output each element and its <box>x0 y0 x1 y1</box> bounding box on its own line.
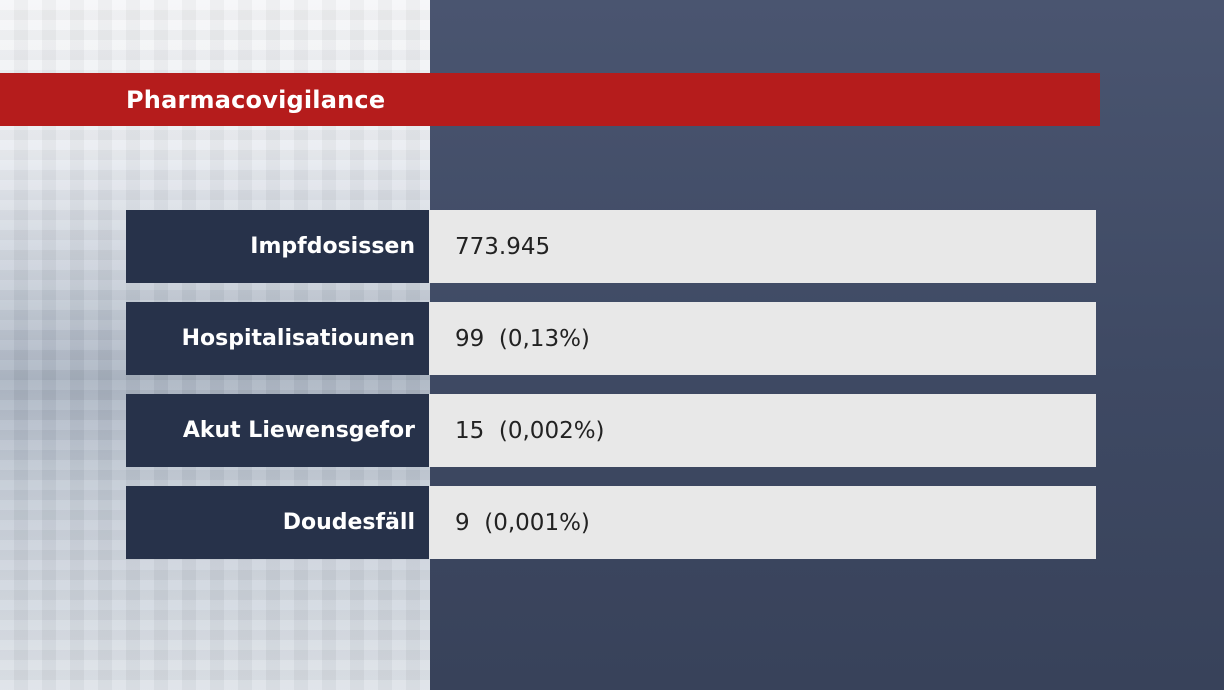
stat-row-impfdosissen: Impfdosissen 773.945 <box>126 210 1096 283</box>
title-bar: Pharmacovigilance <box>0 73 1100 126</box>
stat-row-akut-liewensgefor: Akut Liewensgefor 15 (0,002%) <box>126 394 1096 467</box>
stat-label: Impfdosissen <box>126 210 429 283</box>
stat-value: 9 (0,001%) <box>429 486 1096 559</box>
page-title: Pharmacovigilance <box>126 85 386 114</box>
stat-label: Doudesfäll <box>126 486 429 559</box>
stat-label: Hospitalisatiounen <box>126 302 429 375</box>
stat-value: 773.945 <box>429 210 1096 283</box>
stat-value: 15 (0,002%) <box>429 394 1096 467</box>
stat-label: Akut Liewensgefor <box>126 394 429 467</box>
stat-value: 99 (0,13%) <box>429 302 1096 375</box>
stat-row-doudesfall: Doudesfäll 9 (0,001%) <box>126 486 1096 559</box>
stats-table: Impfdosissen 773.945 Hospitalisatiounen … <box>126 210 1096 578</box>
stat-row-hospitalisatiounen: Hospitalisatiounen 99 (0,13%) <box>126 302 1096 375</box>
